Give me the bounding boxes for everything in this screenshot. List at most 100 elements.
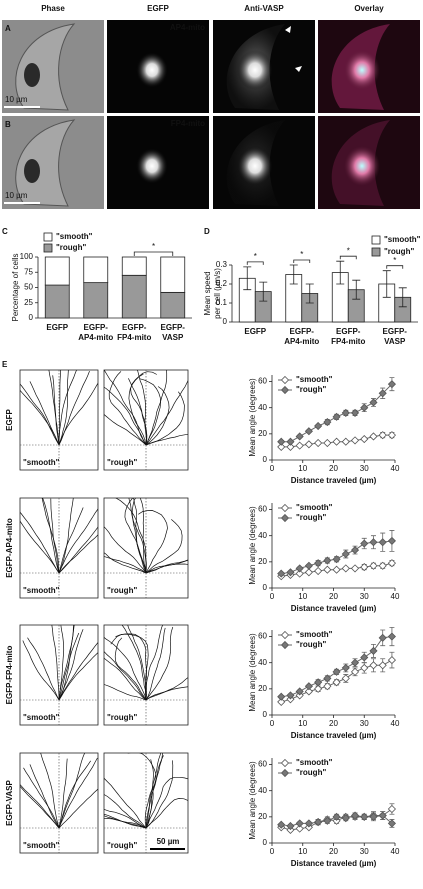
legend-label: "rough" (384, 247, 414, 256)
marker (360, 539, 369, 548)
trajectory-group (20, 370, 98, 446)
construct-tag: FP4-mito (171, 119, 205, 128)
trajectory (138, 510, 168, 574)
trajectory (104, 526, 147, 574)
significance-star: * (347, 246, 350, 255)
legend-marker (280, 503, 290, 513)
trajectory (58, 757, 98, 829)
trajectory (104, 556, 147, 574)
panel-label: B (5, 120, 11, 129)
x-tick-label: 0 (270, 847, 275, 856)
plot-frame (19, 369, 99, 471)
legend-marker (280, 513, 290, 523)
legend-label: "rough" (296, 385, 326, 394)
marker (387, 431, 396, 440)
trajectory (145, 776, 188, 829)
bar-segment (121, 274, 147, 319)
marker (323, 816, 332, 825)
trajectory (104, 809, 147, 829)
bar-segment (44, 256, 70, 286)
panel-label: C (2, 227, 8, 236)
marker (277, 820, 286, 829)
condition-label: "rough" (107, 458, 137, 467)
trajectory (145, 370, 168, 446)
trajectory (50, 498, 60, 574)
marker (286, 437, 295, 446)
x-tick-label-line: EGFP- (161, 323, 186, 332)
marker (323, 682, 332, 691)
trajectory-group (104, 625, 188, 701)
marker (323, 565, 332, 574)
y-tick-label: 40 (258, 786, 267, 795)
trajectory (104, 413, 147, 446)
trajectory (127, 625, 147, 701)
marker (304, 682, 313, 691)
trajectory (20, 520, 60, 574)
plot-frame (19, 624, 99, 726)
y-axis-label-line: Mean angle (degrees) (248, 761, 257, 840)
marker (378, 389, 387, 398)
legend-swatch (371, 247, 381, 257)
trajectory (52, 375, 60, 446)
micrograph (2, 20, 104, 113)
y-tick-label: 20 (258, 812, 267, 821)
y-axis-label-line: Mean angle (degrees) (248, 506, 257, 585)
trajectory (58, 760, 91, 829)
x-tick-label-line: EGFP- (84, 323, 109, 332)
trajectory (130, 371, 157, 446)
marker (314, 421, 323, 431)
panel-label: D (204, 227, 210, 236)
marker (277, 569, 286, 578)
micrograph (2, 116, 104, 209)
trajectory (58, 632, 80, 701)
marker (378, 431, 387, 440)
legend-label: "smooth" (296, 758, 333, 767)
x-tick-label: EGFP-VASP (161, 323, 186, 342)
row-label: EGFP-FP4-mito (5, 646, 14, 705)
marker (295, 441, 304, 450)
trajectory (22, 640, 60, 701)
nucleus (24, 63, 40, 87)
marker (369, 812, 378, 821)
trajectory (104, 651, 147, 701)
x-tick-label: 10 (298, 847, 307, 856)
fluorescence (237, 146, 273, 186)
marker (360, 563, 369, 572)
marker (304, 427, 313, 436)
row-label: EGFP (5, 408, 14, 430)
trajectory-group (20, 753, 98, 829)
trajectory (145, 386, 170, 446)
trajectory (145, 686, 188, 701)
bar-segment (121, 256, 147, 276)
legend-label: "smooth" (296, 630, 333, 639)
y-axis-label-line: Mean angle (degrees) (248, 378, 257, 457)
trajectory (104, 794, 147, 829)
marker (387, 559, 396, 568)
y-axis-label: Mean angle (degrees) (248, 506, 257, 585)
marker (369, 398, 378, 407)
trajectory (104, 815, 147, 829)
scale-label: 10 µm (5, 191, 28, 200)
trajectory (58, 629, 84, 701)
marker (378, 538, 387, 547)
plot-frame (103, 369, 189, 471)
marker (295, 819, 304, 828)
marker (350, 546, 360, 555)
micrograph (318, 20, 420, 113)
x-tick-label: 40 (391, 464, 400, 473)
y-tick-label: 0 (263, 710, 268, 719)
marker (314, 559, 323, 568)
x-tick-label-line: EGFP (46, 323, 68, 332)
error-bar (259, 281, 268, 302)
x-tick-label-line: EGFP- (383, 327, 408, 336)
significance-bracket (386, 265, 404, 269)
marker (277, 697, 286, 706)
trajectory-group (20, 498, 98, 574)
marker (360, 653, 369, 662)
marker (350, 811, 360, 820)
significance-bracket (339, 255, 357, 260)
column-header: Anti-VASP (244, 4, 284, 13)
trajectory (108, 371, 147, 446)
marker (304, 561, 313, 570)
x-tick-label-line: AP4-mito (78, 333, 113, 342)
